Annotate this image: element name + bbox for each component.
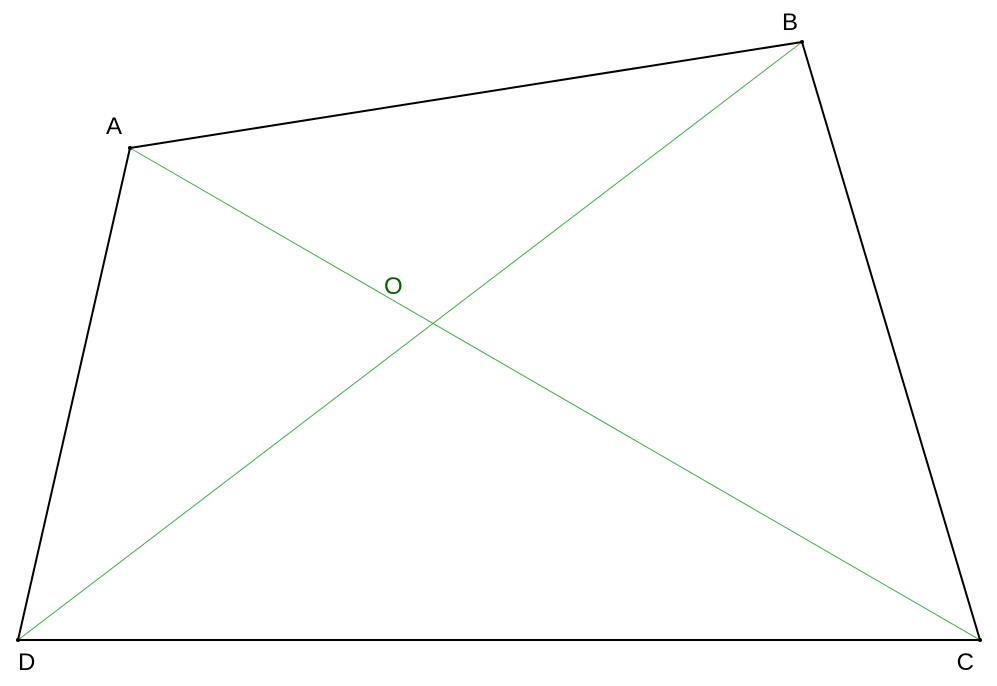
edge-D-A: [18, 148, 130, 640]
diagonals-layer: [18, 42, 980, 640]
quadrilateral-diagram: A B C D O: [0, 0, 997, 686]
labels-layer: A B C D O: [18, 9, 974, 676]
vertices-layer: [16, 40, 982, 642]
vertex-C: [978, 638, 982, 642]
label-O: O: [384, 273, 403, 300]
label-C: C: [957, 649, 974, 676]
diagonal-B-D: [18, 42, 802, 640]
vertex-A: [128, 146, 132, 150]
vertex-B: [800, 40, 804, 44]
label-A: A: [106, 113, 122, 140]
edges-layer: [18, 42, 980, 640]
vertex-D: [16, 638, 20, 642]
diagonal-A-C: [130, 148, 980, 640]
label-B: B: [782, 9, 798, 36]
label-D: D: [18, 649, 35, 676]
edge-B-C: [802, 42, 980, 640]
edge-A-B: [130, 42, 802, 148]
